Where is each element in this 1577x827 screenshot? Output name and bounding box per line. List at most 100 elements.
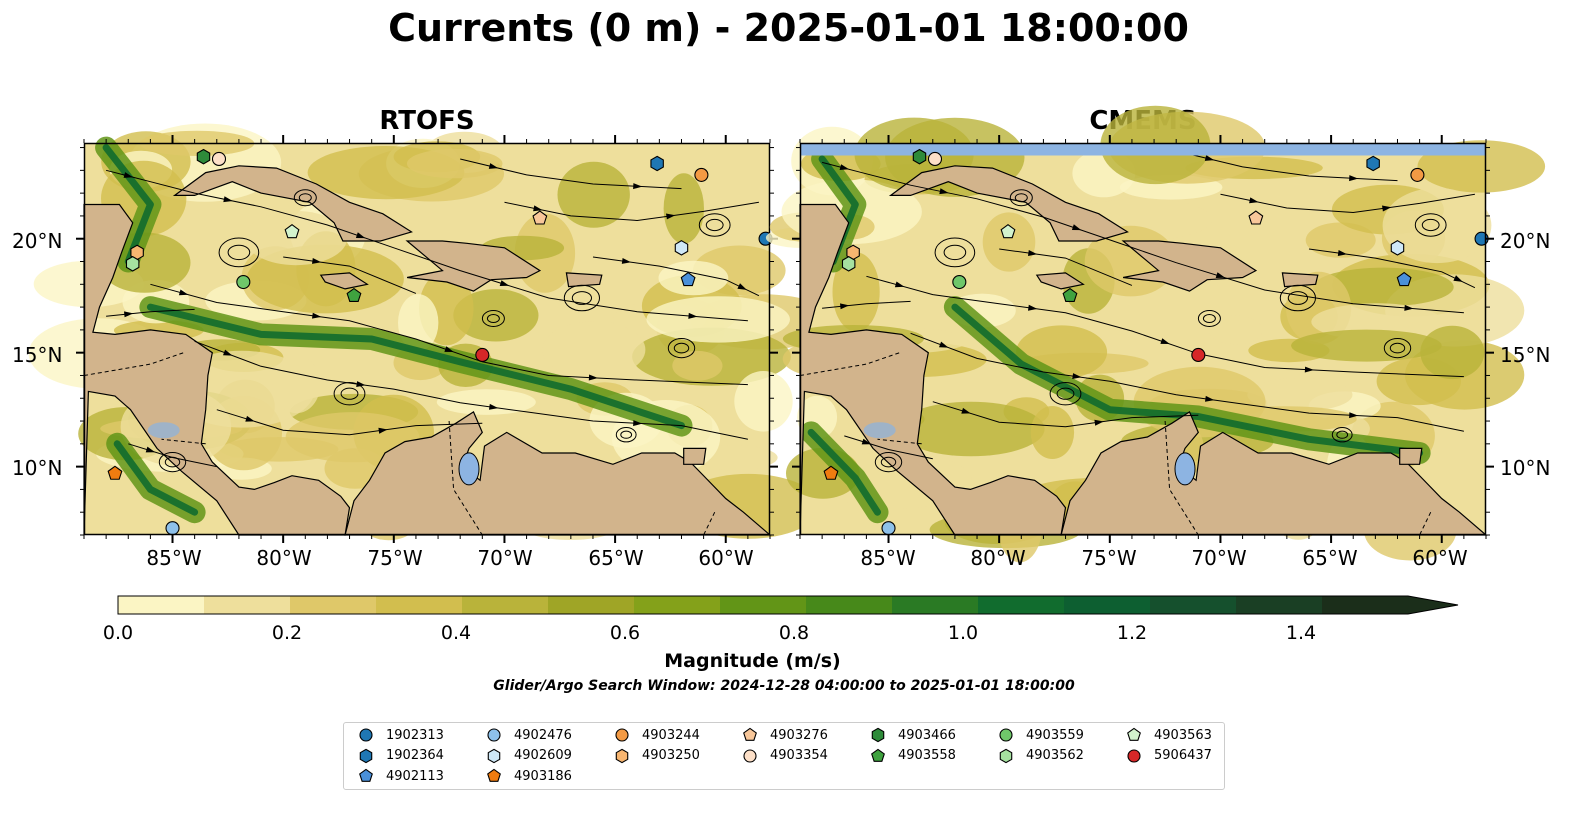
float-marker-4902476 (881, 521, 896, 536)
legend-item-4902476: 4902476 (486, 725, 572, 745)
lake-nicaragua (863, 422, 896, 439)
legend-symbol (487, 748, 501, 763)
land-trinidad (1399, 447, 1423, 465)
country-border (83, 352, 184, 376)
current-magnitude-patch (1291, 329, 1442, 362)
strong-current-core (951, 303, 1424, 457)
current-magnitude-patch (406, 148, 503, 179)
eddy-streamline (673, 342, 690, 354)
strong-current-core (807, 428, 881, 516)
land-jam (319, 272, 369, 290)
streamline-arrow (312, 312, 322, 319)
streamline (150, 283, 748, 386)
streamline-arrow (356, 381, 366, 387)
float-marker-5906437 (475, 347, 490, 363)
current-magnitude-patch (646, 296, 790, 343)
current-magnitude-patch (272, 355, 321, 414)
colorbar-extend-arrow (1408, 596, 1458, 614)
colorbar-tick-0: 0.0 (102, 622, 134, 644)
eddy-streamline (293, 189, 317, 207)
land-yucatan (83, 203, 351, 536)
streamline-arrow (939, 188, 949, 195)
float-marker-4903276 (532, 210, 548, 225)
colorbar-tick-4: 0.8 (778, 622, 810, 644)
current-magnitude-patch (897, 401, 1045, 457)
lake-nicaragua (147, 422, 180, 439)
legend-item-4903186: 4903186 (486, 766, 572, 786)
streamline-arrow (223, 196, 233, 203)
float-marker-4903276 (1248, 210, 1264, 225)
map-panel-cmems (765, 105, 1546, 563)
eddy-streamline (1287, 291, 1308, 305)
legend-label: 5906437 (1154, 748, 1212, 763)
colorbar-tick-6: 1.2 (1116, 622, 1148, 644)
streamline-arrow (533, 205, 543, 212)
colorbar-segment (1236, 596, 1323, 614)
eddy-streamline (934, 237, 976, 268)
streamline-arrow (633, 183, 643, 190)
streamline (504, 201, 759, 222)
lon-label-70w-cmems: 70°W (1191, 546, 1247, 570)
legend-item-5906437: 5906437 (1126, 746, 1212, 766)
streamline (910, 332, 1465, 432)
legend-marker-circle (743, 748, 757, 763)
legend-label: 4902609 (514, 748, 572, 763)
float-marker-4903562 (841, 256, 856, 272)
lon-label-75w-cmems: 75°W (1081, 546, 1137, 570)
legend: 1902313 1902364 4902113 4902476 4902609 49031… (343, 722, 1225, 790)
colorbar-tick-3: 0.6 (609, 622, 641, 644)
colorbar-segment (118, 596, 205, 614)
current-magnitude-patch (542, 321, 646, 378)
lat-label-10n-left: 10°N (12, 456, 63, 480)
legend-label: 4903558 (898, 748, 956, 763)
legend-item-4903244: 4903244 (614, 725, 700, 745)
current-magnitude-patch (436, 389, 536, 415)
legend-label: 4903559 (1026, 727, 1084, 743)
streamline-arrow (861, 438, 872, 445)
strong-current-core (102, 144, 154, 265)
streamline-arrow (1072, 373, 1082, 379)
land-southamerica (344, 411, 772, 536)
streamline-arrow (1404, 304, 1414, 311)
land-hisp (1121, 240, 1258, 292)
colorbar-tick-7: 1.4 (1285, 622, 1317, 644)
colorbar-segment (1064, 596, 1151, 614)
streamline-arrow (1205, 395, 1215, 402)
legend-marker-pentagon (1127, 727, 1141, 741)
legend-marker-hexagon (487, 748, 501, 763)
streamline (822, 300, 911, 309)
legend-item-4903562: 4903562 (998, 746, 1084, 766)
float-marker-4903244 (694, 167, 709, 182)
current-magnitude-patch (1030, 406, 1075, 459)
eddy-streamline (1014, 193, 1028, 203)
legend-marker-pentagon (743, 727, 757, 741)
float-marker-4903354 (927, 151, 943, 167)
legend-symbol (359, 768, 373, 782)
legend-label: 4902476 (514, 727, 572, 743)
strong-current-core (113, 440, 199, 516)
land-hisp (405, 240, 542, 292)
land-jam (1035, 272, 1085, 290)
colorbar-tick-2: 0.4 (440, 622, 472, 644)
eddy-streamline (571, 291, 592, 305)
current-magnitude-patch (1305, 222, 1376, 258)
colorbar-segment (978, 596, 1065, 614)
eddy-streamline (340, 387, 359, 400)
land-trinidad (683, 447, 707, 465)
country-border (161, 438, 206, 445)
streamline-arrow (245, 415, 255, 422)
figure-title: Currents (0 m) - 2025-01-01 18:00:00 (388, 6, 1189, 50)
legend-symbol (615, 748, 629, 763)
legend-marker-circle (615, 728, 629, 742)
streamline (999, 248, 1133, 286)
current-magnitude-patch (1247, 378, 1353, 412)
float-marker-4903466 (912, 148, 927, 165)
streamline-arrow (894, 281, 905, 288)
legend-label: 4903562 (1026, 748, 1084, 763)
streamline-arrow (1160, 338, 1170, 344)
streamline (932, 401, 1199, 428)
streamline-arrow (688, 312, 698, 319)
float-marker-4903558 (1062, 287, 1078, 303)
lon-label-85w-cmems: 85°W (860, 546, 916, 570)
float-marker-4902609 (1390, 240, 1405, 256)
